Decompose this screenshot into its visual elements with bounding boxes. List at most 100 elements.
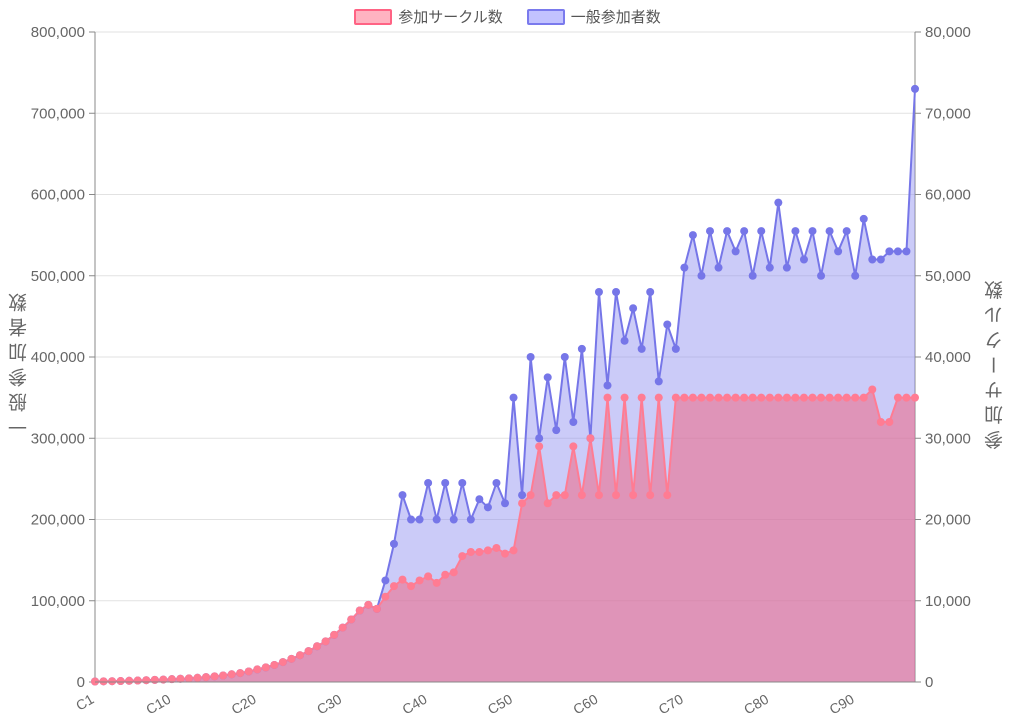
data-point-participants[interactable] [894,247,902,255]
data-point-circles[interactable] [902,394,910,402]
data-point-circles[interactable] [108,677,116,685]
data-point-circles[interactable] [501,550,509,558]
data-point-circles[interactable] [894,394,902,402]
data-point-circles[interactable] [655,394,663,402]
data-point-circles[interactable] [715,394,723,402]
data-point-participants[interactable] [663,321,671,329]
data-point-participants[interactable] [740,227,748,235]
data-point-circles[interactable] [433,579,441,587]
data-point-circles[interactable] [834,394,842,402]
data-point-circles[interactable] [732,394,740,402]
data-point-participants[interactable] [407,516,415,524]
data-point-circles[interactable] [911,394,919,402]
data-point-circles[interactable] [851,394,859,402]
data-point-circles[interactable] [134,677,142,685]
data-point-circles[interactable] [740,394,748,402]
data-point-circles[interactable] [450,568,458,576]
data-point-participants[interactable] [433,516,441,524]
data-point-circles[interactable] [774,394,782,402]
data-point-participants[interactable] [561,353,569,361]
data-point-circles[interactable] [151,676,159,684]
data-point-participants[interactable] [416,516,424,524]
data-point-circles[interactable] [680,394,688,402]
data-point-circles[interactable] [467,548,475,556]
data-point-circles[interactable] [270,661,278,669]
data-point-circles[interactable] [697,394,705,402]
data-point-circles[interactable] [313,642,321,650]
data-point-circles[interactable] [612,491,620,499]
data-point-circles[interactable] [202,673,210,681]
data-point-participants[interactable] [510,394,518,402]
data-point-circles[interactable] [663,491,671,499]
data-point-circles[interactable] [424,572,432,580]
data-point-circles[interactable] [441,571,449,579]
data-point-participants[interactable] [424,479,432,487]
chart-svg[interactable]: 0 100,000 200,000 300,000 400,000 500,000 600,… [95,32,915,682]
data-point-participants[interactable] [826,227,834,235]
data-point-circles[interactable] [356,607,364,615]
data-point-circles[interactable] [629,491,637,499]
data-point-circles[interactable] [843,394,851,402]
data-point-circles[interactable] [689,394,697,402]
data-point-circles[interactable] [458,552,466,560]
data-point-participants[interactable] [843,227,851,235]
data-point-participants[interactable] [655,377,663,385]
data-point-circles[interactable] [236,669,244,677]
data-point-circles[interactable] [228,670,236,678]
data-point-circles[interactable] [569,442,577,450]
data-point-circles[interactable] [586,434,594,442]
data-point-circles[interactable] [194,674,202,682]
data-point-circles[interactable] [399,576,407,584]
data-point-circles[interactable] [322,637,330,645]
legend-item-participants[interactable]: 一般参加者数 [527,6,661,27]
data-point-participants[interactable] [450,516,458,524]
data-point-participants[interactable] [732,247,740,255]
data-point-circles[interactable] [809,394,817,402]
data-point-participants[interactable] [621,337,629,345]
data-point-participants[interactable] [484,503,492,511]
data-point-participants[interactable] [612,288,620,296]
data-point-circles[interactable] [253,665,261,673]
data-point-participants[interactable] [885,247,893,255]
data-point-participants[interactable] [680,264,688,272]
data-point-circles[interactable] [475,548,483,556]
data-point-circles[interactable] [561,491,569,499]
data-point-participants[interactable] [578,345,586,353]
data-point-participants[interactable] [911,85,919,93]
data-point-participants[interactable] [399,491,407,499]
data-point-circles[interactable] [800,394,808,402]
data-point-circles[interactable] [621,394,629,402]
data-point-participants[interactable] [569,418,577,426]
data-point-circles[interactable] [484,546,492,554]
data-point-participants[interactable] [527,353,535,361]
data-point-circles[interactable] [535,442,543,450]
data-point-participants[interactable] [544,373,552,381]
data-point-circles[interactable] [783,394,791,402]
data-point-circles[interactable] [757,394,765,402]
data-point-circles[interactable] [330,631,338,639]
data-point-circles[interactable] [364,601,372,609]
data-point-circles[interactable] [552,491,560,499]
data-point-circles[interactable] [117,677,125,685]
data-point-circles[interactable] [390,582,398,590]
data-point-participants[interactable] [757,227,765,235]
data-point-circles[interactable] [885,418,893,426]
data-point-circles[interactable] [492,544,500,552]
data-point-circles[interactable] [407,582,415,590]
data-point-circles[interactable] [638,394,646,402]
data-point-circles[interactable] [595,491,603,499]
data-point-circles[interactable] [245,667,253,675]
data-point-circles[interactable] [544,499,552,507]
data-point-participants[interactable] [381,576,389,584]
data-point-participants[interactable] [697,272,705,280]
legend-item-circles[interactable]: 参加サークル数 [354,6,503,27]
data-point-circles[interactable] [125,677,133,685]
data-point-participants[interactable] [715,264,723,272]
data-point-circles[interactable] [877,418,885,426]
data-point-participants[interactable] [501,499,509,507]
data-point-circles[interactable] [527,491,535,499]
data-point-circles[interactable] [749,394,757,402]
data-point-participants[interactable] [390,540,398,548]
data-point-participants[interactable] [774,199,782,207]
data-point-circles[interactable] [723,394,731,402]
